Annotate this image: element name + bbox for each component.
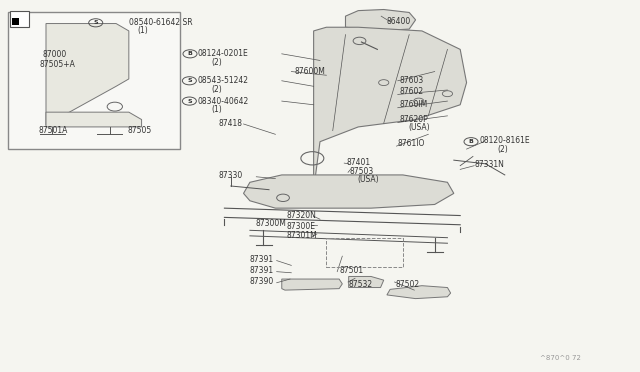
Text: 87330: 87330 <box>218 171 243 180</box>
Text: 87505+A: 87505+A <box>40 60 76 70</box>
Text: 87532: 87532 <box>349 280 372 289</box>
Text: 87600M: 87600M <box>294 67 325 76</box>
FancyBboxPatch shape <box>12 18 19 25</box>
Text: 87418: 87418 <box>218 119 242 128</box>
Text: (USA): (USA) <box>408 123 429 132</box>
Text: 87301M: 87301M <box>287 231 317 240</box>
Text: 08340-40642: 08340-40642 <box>198 97 249 106</box>
Text: 86400: 86400 <box>387 17 411 26</box>
Text: B: B <box>188 51 193 56</box>
Text: S: S <box>187 99 192 103</box>
Text: 87300E: 87300E <box>287 222 316 231</box>
Text: 87390: 87390 <box>250 277 274 286</box>
FancyBboxPatch shape <box>8 13 180 149</box>
Text: 08120-8161E: 08120-8161E <box>479 137 530 145</box>
Text: 87331N: 87331N <box>474 160 504 169</box>
Text: 87501: 87501 <box>339 266 364 275</box>
Text: 8760lM: 8760lM <box>399 100 428 109</box>
Text: (2): (2) <box>212 85 223 94</box>
Text: 87300M: 87300M <box>255 219 286 228</box>
Text: (2): (2) <box>497 145 508 154</box>
Text: 87401: 87401 <box>347 157 371 167</box>
Text: S: S <box>93 20 98 25</box>
Text: (USA): (USA) <box>357 175 379 184</box>
Text: 87602: 87602 <box>399 87 424 96</box>
Text: (2): (2) <box>212 58 223 67</box>
Text: 87603: 87603 <box>399 76 424 85</box>
Text: 87502: 87502 <box>395 280 419 289</box>
Polygon shape <box>387 286 451 299</box>
Text: 08543-51242: 08543-51242 <box>198 76 249 85</box>
Polygon shape <box>244 175 454 208</box>
Text: ^870^0 72: ^870^0 72 <box>540 355 580 361</box>
Text: (1): (1) <box>212 105 223 114</box>
Polygon shape <box>349 276 384 288</box>
FancyBboxPatch shape <box>10 11 29 27</box>
Text: S: S <box>187 78 192 83</box>
Polygon shape <box>346 10 415 31</box>
Text: 87000: 87000 <box>42 51 67 60</box>
Text: 87505: 87505 <box>127 126 152 135</box>
Polygon shape <box>282 279 342 290</box>
Text: 08540-61642 SR: 08540-61642 SR <box>129 18 193 27</box>
Text: B: B <box>468 139 474 144</box>
Text: 87391: 87391 <box>250 266 274 275</box>
Polygon shape <box>46 23 129 125</box>
Text: 8761lO: 8761lO <box>397 139 425 148</box>
Text: 87501A: 87501A <box>38 126 68 135</box>
Text: 87391: 87391 <box>250 255 274 264</box>
Text: 87320N: 87320N <box>287 211 317 220</box>
Polygon shape <box>314 27 467 190</box>
Text: 08124-0201E: 08124-0201E <box>198 49 248 58</box>
Text: 87503: 87503 <box>349 167 374 176</box>
Text: (1): (1) <box>137 26 148 35</box>
Text: 87620P: 87620P <box>399 115 428 124</box>
Polygon shape <box>46 112 141 127</box>
Bar <box>326 238 403 267</box>
